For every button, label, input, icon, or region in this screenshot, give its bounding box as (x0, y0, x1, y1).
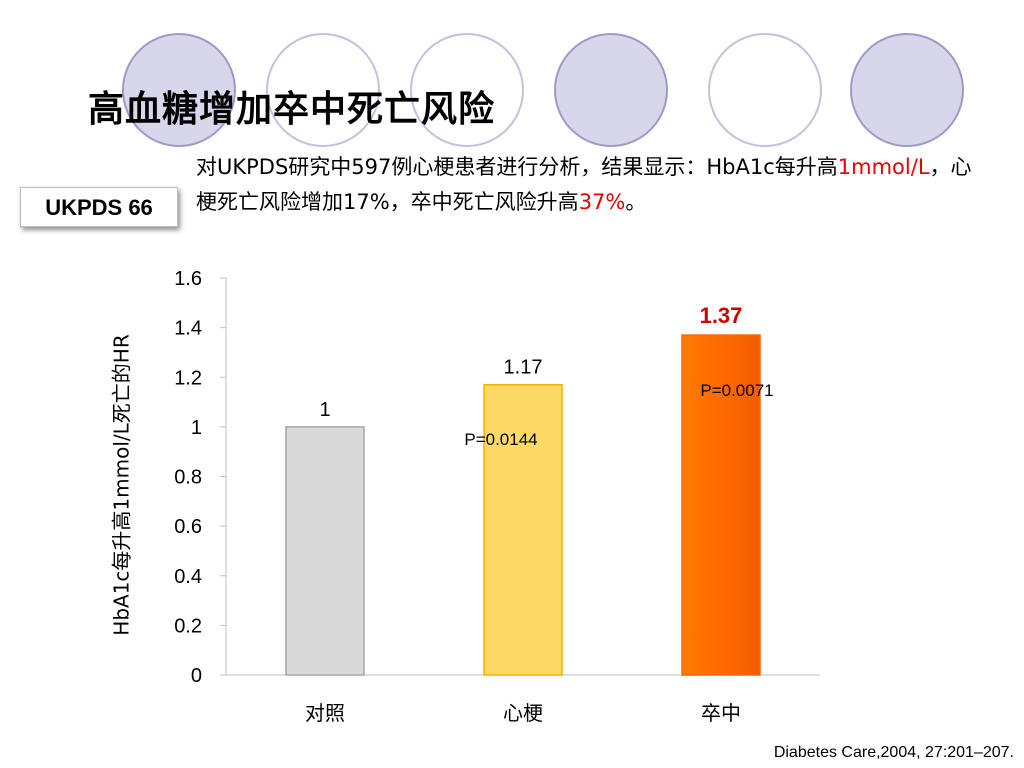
citation: Diabetes Care,2004, 27:201–207. (773, 744, 1014, 761)
decor-circle-2 (266, 33, 380, 147)
p-value-label: P=0.0144 (464, 430, 537, 449)
y-tick-label: 0.2 (174, 615, 202, 637)
y-tick-label: 1.6 (174, 268, 202, 290)
study-badge: UKPDS 66 (20, 187, 178, 227)
description-part-1: 对UKPDS研究中597例心梗患者进行分析，结果显示：HbA1c每升高 (196, 155, 838, 179)
slide-title: 高血糖增加卒中死亡风险 (88, 89, 496, 130)
bar-3 (681, 334, 761, 676)
bar-value-label: 1.17 (504, 357, 543, 379)
x-category-label: 心梗 (503, 702, 543, 725)
decor-circle-1 (122, 33, 236, 147)
x-category-label: 对照 (305, 702, 345, 725)
bars (285, 334, 761, 676)
y-tick-label: 0.4 (174, 566, 202, 588)
description-part-3: 。 (625, 190, 647, 214)
y-tick-label: 1 (191, 417, 202, 439)
decor-circle-4 (554, 33, 668, 147)
y-tick-label: 1.2 (174, 367, 202, 389)
bar-value-label: 1.37 (700, 303, 743, 328)
description-text: 对UKPDS研究中597例心梗患者进行分析，结果显示：HbA1c每升高1mmol… (196, 150, 986, 220)
bar-labels: 1 对照 1.17 心梗 P=0.0144 1.37 卒中 P=0.0071 (305, 303, 774, 725)
bar-2 (483, 383, 563, 676)
y-tick-label: 0.6 (174, 516, 202, 538)
description-highlight-percent: 37% (578, 190, 626, 214)
y-tick-label: 0.8 (174, 467, 202, 489)
x-category-label: 卒中 (701, 702, 741, 725)
bar-value-label: 1 (319, 399, 330, 421)
decor-circle-6 (850, 33, 964, 147)
y-tick-label: 1.4 (174, 318, 202, 340)
bar-1 (285, 426, 365, 676)
decor-circle-5 (708, 33, 822, 147)
p-value-label: P=0.0071 (700, 381, 773, 400)
decor-circle-3 (410, 33, 524, 147)
y-tick-label: 0 (191, 665, 202, 687)
description-highlight-unit: 1mmol/L (837, 155, 930, 179)
y-axis: 0 0.2 0.4 0.6 0.8 1 1.2 1.4 1.6 (174, 268, 226, 687)
description-part-2: ，心梗死亡风险增加17%，卒中死亡风险升高 (196, 155, 972, 214)
